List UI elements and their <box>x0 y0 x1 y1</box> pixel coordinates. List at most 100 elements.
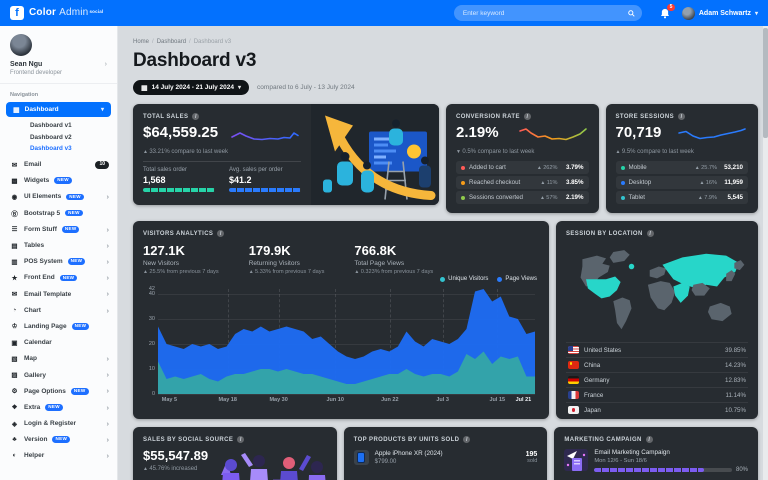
gridline-v <box>389 289 391 394</box>
sidebar-subitem-dashboard-v3[interactable]: Dashboard v3 <box>30 145 72 153</box>
info-icon[interactable]: i <box>217 230 225 237</box>
metric-value: 3.85% <box>565 179 584 186</box>
chevron-right-icon: › <box>106 435 110 445</box>
sidebar-item-ui-elements[interactable]: ◉ UI Elements NEW › <box>0 189 117 205</box>
sidebar-item-form-stuff[interactable]: ☰ Form Stuff NEW › <box>0 221 117 237</box>
sidebar-item-helper[interactable]: ◐ Helper › <box>0 448 117 464</box>
sidebar-item-map[interactable]: ▧ Map › <box>0 351 117 367</box>
sidebar-item-label: Gallery <box>24 371 47 379</box>
info-icon[interactable]: i <box>678 113 686 120</box>
visitor-stat-total-page-views: 766.8K Total Page Views 0.323% from previo… <box>354 243 433 275</box>
notifications-bell-icon[interactable]: 5 <box>660 3 675 19</box>
x-axis-label: Jun 10 <box>326 397 344 403</box>
sidebar-item-email[interactable]: ✉ Email 10 <box>0 157 117 173</box>
conversion-sparkline <box>518 128 587 141</box>
conversion-row-added-to-cart: Added to cart 262% 3.79% <box>456 161 589 174</box>
series-dot <box>620 180 625 185</box>
info-icon[interactable]: i <box>463 436 471 443</box>
map-icon: ▧ <box>11 355 18 363</box>
sidebar-profile[interactable]: Sean Ngu › Frontend developer <box>0 26 117 84</box>
search-input[interactable] <box>460 8 622 18</box>
country-row-china: China 14.23% <box>566 357 748 372</box>
sidebar-item-pos-system[interactable]: ▥ POS System NEW › <box>0 254 117 270</box>
country-name: United States <box>584 346 622 354</box>
country-percent: 14.23% <box>725 361 746 369</box>
metric-value: 3.79% <box>565 164 584 171</box>
gridline-h <box>158 319 535 320</box>
chevron-right-icon: › <box>106 386 110 396</box>
mail-icon: ✉ <box>11 161 18 169</box>
sidebar-item-label: Dashboard <box>24 106 59 113</box>
sidebar-item-login-register[interactable]: ◈ Login & Register › <box>0 416 117 432</box>
campaign-row: Email Marketing Campaign Mon 12/6 - Sun 1… <box>564 449 748 473</box>
page-scrollbar[interactable] <box>763 26 768 480</box>
legend-page-views[interactable]: Page Views <box>497 276 537 282</box>
user-menu[interactable]: Adam Schwartz ▾ <box>681 6 758 20</box>
sidebar-item-page-options[interactable]: ⚙ Page Options NEW › <box>0 383 117 399</box>
sidebar-item-front-end[interactable]: ★ Front End NEW › <box>0 270 117 286</box>
breadcrumb: Home / Dashboard / Dashboard v3 <box>133 39 758 45</box>
campaign-name: Email Marketing Campaign <box>594 449 670 456</box>
chevron-right-icon: › <box>106 418 110 428</box>
bootstrap-icon: Ⓑ <box>11 211 18 219</box>
sidebar-item-bootstrap-5[interactable]: Ⓑ Bootstrap 5 NEW <box>0 205 117 221</box>
breadcrumb-item-dashboard[interactable]: Dashboard <box>156 39 187 45</box>
y-axis-label: 40 <box>148 291 155 297</box>
series-dot <box>620 195 625 200</box>
info-icon[interactable]: i <box>523 113 531 120</box>
count-badge: 10 <box>95 160 109 169</box>
sidebar-item-landing-page[interactable]: ♔ Landing Page NEW <box>0 318 117 334</box>
helper-icon: ◐ <box>12 452 17 460</box>
sidebar-item-tables[interactable]: ▤ Tables › <box>0 237 117 253</box>
info-icon[interactable]: i <box>192 113 200 120</box>
sidebar-item-gallery[interactable]: ▨ Gallery › <box>0 367 117 383</box>
legend-unique-visitors[interactable]: Unique Visitors <box>440 276 488 282</box>
info-icon[interactable]: i <box>646 230 654 237</box>
sidebar-item-label: Chart <box>24 306 41 314</box>
progress-percent: 80% <box>735 467 748 473</box>
new-badge: NEW <box>71 323 90 330</box>
gridline-v <box>335 289 337 394</box>
metric-value: 2.19% <box>565 194 584 201</box>
metric-change: 7.9% <box>698 195 717 201</box>
gridline-v <box>442 289 444 394</box>
sidebar-item-chart[interactable]: ◔ Chart › <box>0 302 117 318</box>
qty-value: 195 <box>525 451 538 458</box>
country-row-united-states: United States 39.85% <box>566 342 748 357</box>
sidebar-subitem-dashboard-v2[interactable]: Dashboard v2 <box>30 133 72 141</box>
sidebar-item-label: Extra <box>24 403 41 411</box>
sidebar-item-version[interactable]: ♣ Version NEW › <box>0 432 117 448</box>
metric-label: Added to cart <box>469 164 506 171</box>
new-badge: NEW <box>67 258 86 266</box>
scrollbar-thumb[interactable] <box>763 28 768 138</box>
sidebar-item-dashboard[interactable]: ▦ Dashboard ▾ <box>6 102 111 117</box>
breadcrumb-separator: / <box>189 39 191 45</box>
date-range-button[interactable]: ▦ 14 July 2024 - 21 July 2024 ▾ <box>133 80 250 95</box>
card-title: TOTAL SALES <box>143 113 189 120</box>
info-icon[interactable]: i <box>645 436 653 443</box>
search-icon[interactable] <box>628 9 635 17</box>
session-by-location-card: SESSION BY LOCATION i <box>556 221 758 419</box>
sidebar-item-email-template[interactable]: ✉ Email Template › <box>0 286 117 302</box>
brand-logo[interactable]: f Color Adminsocial <box>10 6 103 20</box>
breadcrumb-item-home[interactable]: Home <box>133 39 150 45</box>
legend-label: Unique Visitors <box>448 276 489 282</box>
campaign-date: Mon 12/6 - Sun 18/6 <box>594 458 647 464</box>
x-axis-label: May 5 <box>161 397 178 403</box>
sessions-metrics: Mobile 25.7% 53,210 Desktop 16% 11,959 Tablet 7… <box>615 161 748 204</box>
sidebar-item-label: Tables <box>24 242 45 250</box>
new-badge: NEW <box>70 387 89 395</box>
sidebar-item-label: Map <box>24 355 37 363</box>
facebook-icon: f <box>10 6 24 20</box>
sidebar-item-extra[interactable]: ❖ Extra NEW › <box>0 399 117 415</box>
metric-change: 11% <box>540 180 558 186</box>
sidebar-item-label: Bootstrap 5 <box>24 209 61 217</box>
country-percent: 39.85% <box>725 346 746 354</box>
sessions-row-desktop: Desktop 16% 11,959 <box>615 176 748 189</box>
sidebar-item-calendar[interactable]: ▣ Calendar <box>0 335 117 351</box>
sidebar-item-widgets[interactable]: ▩ Widgets NEW <box>0 173 117 189</box>
y-axis-label: 20 <box>148 341 155 347</box>
info-icon[interactable]: i <box>237 436 245 443</box>
sidebar-subitem-dashboard-v1[interactable]: Dashboard v1 <box>30 122 72 130</box>
chevron-down-icon: ▾ <box>754 10 758 17</box>
